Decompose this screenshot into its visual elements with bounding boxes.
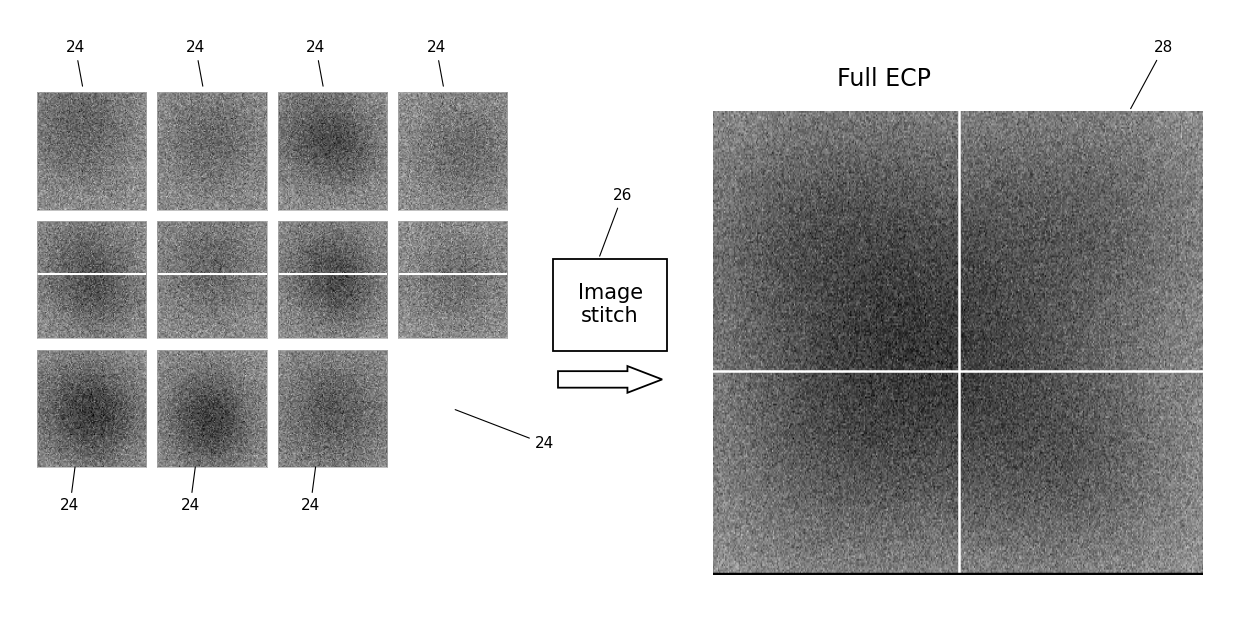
Text: 24: 24 (61, 467, 79, 513)
Bar (553, 258, 667, 351)
Text: Full ECP: Full ECP (837, 67, 931, 91)
Text: Image
stitch: Image stitch (578, 283, 642, 326)
Text: 28: 28 (1131, 40, 1173, 109)
Text: 24: 24 (186, 40, 206, 86)
Text: 24: 24 (66, 40, 86, 86)
Text: 24: 24 (301, 467, 320, 513)
FancyArrow shape (558, 366, 662, 392)
Text: 24: 24 (181, 467, 200, 513)
Text: 24: 24 (306, 40, 326, 86)
Text: 24: 24 (427, 40, 446, 86)
Text: 24: 24 (455, 410, 554, 451)
Text: 26: 26 (600, 188, 632, 256)
